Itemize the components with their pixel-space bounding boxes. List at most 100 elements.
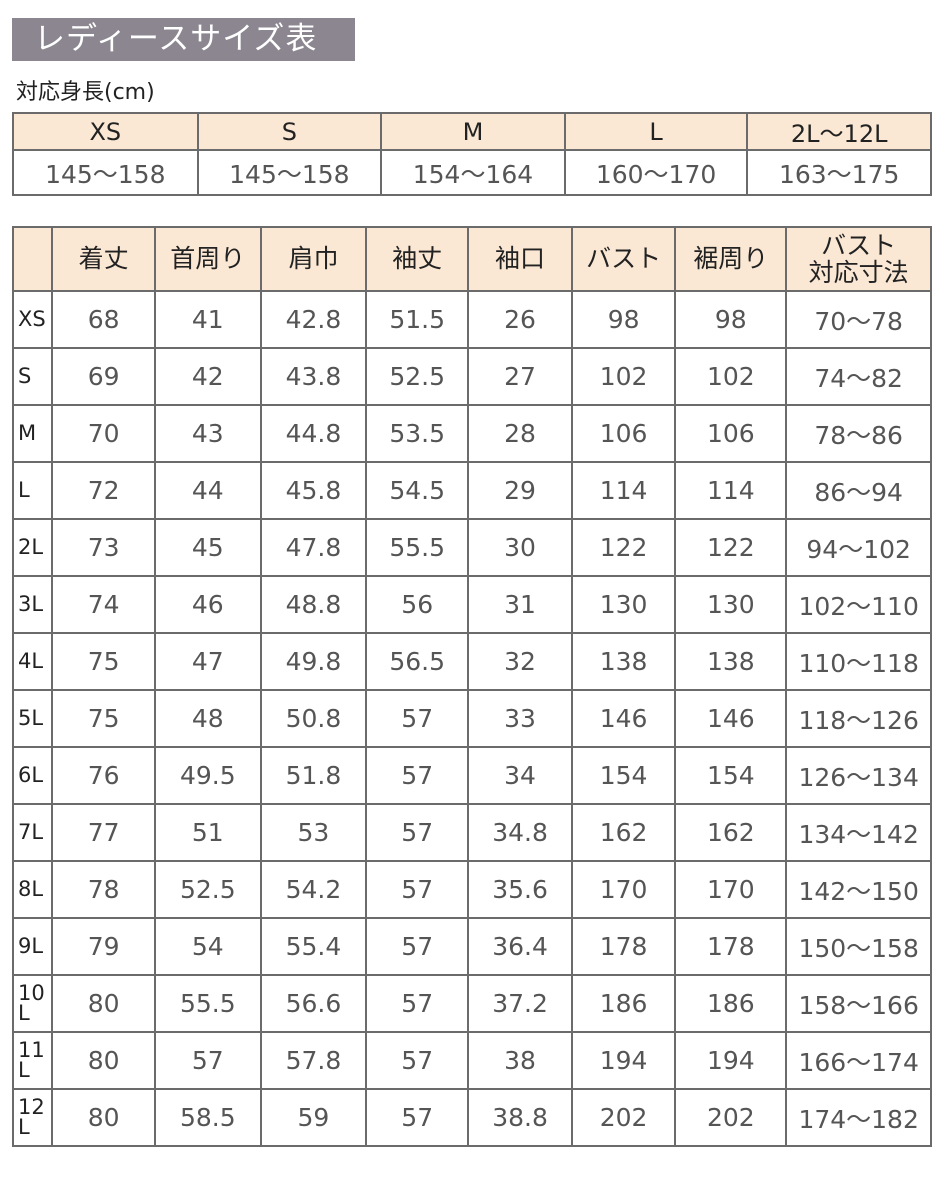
table-cell: 48	[153, 689, 262, 748]
row-size-label: 5L	[11, 689, 54, 748]
table-cell: 57	[365, 1088, 470, 1147]
table-cell: 74	[51, 575, 156, 634]
table-cell: 53.5	[365, 404, 470, 463]
table-cell: 55.5	[153, 974, 262, 1033]
table-cell: 130	[570, 575, 677, 634]
height-heading: 対応身長(cm)	[16, 80, 155, 105]
row-size-label: 6L	[11, 746, 54, 805]
table-cell: 126〜134	[785, 746, 932, 805]
row-size-label: 10L	[11, 974, 54, 1033]
table-cell: 49.5	[153, 746, 262, 805]
table-cell: 158〜166	[785, 974, 932, 1033]
table-cell: 114	[674, 461, 788, 520]
table-cell: 118〜126	[785, 689, 932, 748]
row-size-label: S	[11, 347, 54, 406]
table-cell: 174〜182	[785, 1088, 932, 1147]
table-cell: 114	[570, 461, 677, 520]
column-header: 袖丈	[365, 226, 470, 292]
table-cell: 178	[570, 917, 677, 976]
table-cell: 57	[365, 689, 470, 748]
table-cell: 150〜158	[785, 917, 932, 976]
table-cell: 57	[365, 917, 470, 976]
table-cell: 186	[570, 974, 677, 1033]
table-cell: 54.2	[259, 860, 368, 919]
table-row: XS 68 41 42.8 51.5 26 98 98 70〜78	[11, 290, 932, 349]
table-row: 10L 80 55.5 56.6 57 37.2 186 186 158〜166	[11, 974, 932, 1033]
table-cell: 86〜94	[785, 461, 932, 520]
table-cell: 38	[467, 1031, 573, 1090]
table-cell: 138	[570, 632, 677, 691]
table-cell: 34.8	[467, 803, 573, 862]
table-cell: 33	[467, 689, 573, 748]
table-cell: 162	[674, 803, 788, 862]
table-cell: 75	[51, 689, 156, 748]
table-cell: 202	[570, 1088, 677, 1147]
table-cell: 56	[365, 575, 470, 634]
table-cell: 30	[467, 518, 573, 577]
table-cell: 146	[570, 689, 677, 748]
row-size-label: L	[11, 461, 54, 520]
table-cell: 154	[674, 746, 788, 805]
table-cell: 162	[570, 803, 677, 862]
table-cell: 42.8	[259, 290, 368, 349]
table-cell: 57	[365, 860, 470, 919]
height-table: XS S M L 2L〜12L 145〜158 145〜158 154〜164 160〜170 1…	[12, 112, 932, 196]
table-cell: 110〜118	[785, 632, 932, 691]
table-cell: 45.8	[259, 461, 368, 520]
table-row: 3L 74 46 48.8 56 31 130 130 102〜110	[11, 575, 932, 634]
table-cell: 56.5	[365, 632, 470, 691]
size-table: 着丈 首周り 肩巾 袖丈 袖口 バスト 裾周り バスト 対応寸法 XS 68 41 42.8 51.5 2…	[11, 226, 932, 1147]
row-size-label: 11L	[11, 1031, 54, 1090]
column-header: バスト	[570, 226, 677, 292]
table-cell: 154	[570, 746, 677, 805]
table-row: S 69 42 43.8 52.5 27 102 102 74〜82	[11, 347, 932, 406]
table-cell: 48.8	[259, 575, 368, 634]
page-title: レディースサイズ表	[12, 18, 355, 61]
table-cell: 186	[674, 974, 788, 1033]
table-cell: 80	[51, 1031, 156, 1090]
table-cell: 72	[51, 461, 156, 520]
table-cell: 26	[467, 290, 573, 349]
table-cell: 57	[153, 1031, 262, 1090]
table-cell: 35.6	[467, 860, 573, 919]
table-row: M 70 43 44.8 53.5 28 106 106 78〜86	[11, 404, 932, 463]
table-row: 9L 79 54 55.4 57 36.4 178 178 150〜158	[11, 917, 932, 976]
table-cell: 146	[674, 689, 788, 748]
table-cell: 43.8	[259, 347, 368, 406]
table-cell: 202	[674, 1088, 788, 1147]
table-cell: 74〜82	[785, 347, 932, 406]
table-row: 11L 80 57 57.8 57 38 194 194 166〜174	[11, 1031, 932, 1090]
height-range-cell: 145〜158	[12, 149, 199, 196]
table-cell: 37.2	[467, 974, 573, 1033]
table-cell: 102	[570, 347, 677, 406]
row-size-label: XS	[11, 290, 54, 349]
row-size-label: 7L	[11, 803, 54, 862]
table-cell: 102	[674, 347, 788, 406]
table-cell: 57	[365, 803, 470, 862]
table-cell: 59	[259, 1088, 368, 1147]
column-header: 裾周り	[674, 226, 788, 292]
table-cell: 80	[51, 1088, 156, 1147]
table-row: 4L 75 47 49.8 56.5 32 138 138 110〜118	[11, 632, 932, 691]
table-cell: 94〜102	[785, 518, 932, 577]
table-cell: 55.5	[365, 518, 470, 577]
table-cell: 194	[674, 1031, 788, 1090]
table-cell: 45	[153, 518, 262, 577]
table-cell: 51	[153, 803, 262, 862]
height-range-cell: 163〜175	[746, 149, 932, 196]
table-cell: 102〜110	[785, 575, 932, 634]
table-cell: 52.5	[365, 347, 470, 406]
column-header: 肩巾	[259, 226, 368, 292]
table-cell: 51.5	[365, 290, 470, 349]
table-cell: 138	[674, 632, 788, 691]
table-cell: 134〜142	[785, 803, 932, 862]
height-size-header: M	[380, 112, 566, 151]
table-cell: 68	[51, 290, 156, 349]
table-cell: 58.5	[153, 1088, 262, 1147]
table-cell: 57	[365, 974, 470, 1033]
table-cell: 44.8	[259, 404, 368, 463]
table-cell: 78〜86	[785, 404, 932, 463]
table-cell: 70〜78	[785, 290, 932, 349]
table-cell: 69	[51, 347, 156, 406]
table-cell: 98	[674, 290, 788, 349]
